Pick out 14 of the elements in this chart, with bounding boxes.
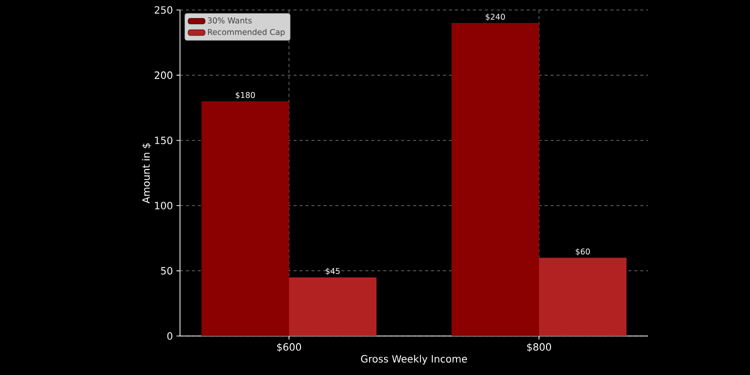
y-tick-label: 250 (154, 6, 172, 14)
x-tick-label: $600 (277, 343, 302, 352)
y-tick-label: 100 (155, 202, 172, 210)
x-tick-label: $800 (527, 343, 552, 352)
x-axis-title: Gross Weekly Income (361, 354, 467, 365)
bar (289, 277, 377, 336)
y-tick-label: 50 (161, 267, 172, 275)
bar (539, 258, 627, 336)
y-axis-title: Amount in $ (142, 143, 152, 204)
y-tick-label: 0 (167, 332, 172, 340)
bar (202, 101, 290, 336)
bar (452, 23, 540, 336)
y-tick-label: 150 (155, 136, 172, 144)
y-tick-label: 200 (154, 71, 172, 79)
